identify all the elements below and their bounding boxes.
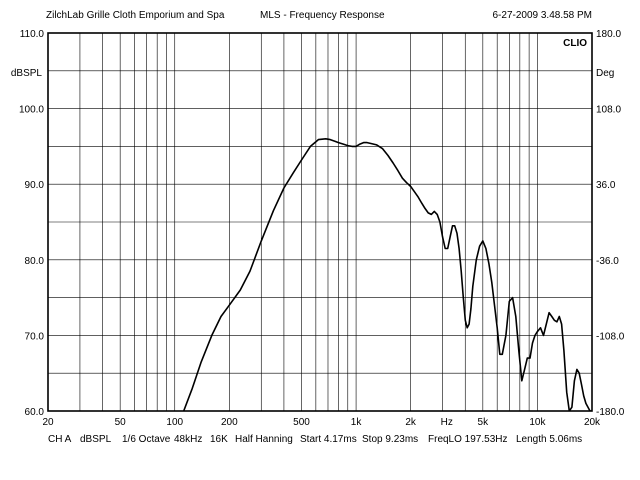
y2-tick-label: 180.0	[596, 29, 621, 40]
footer-fft-size: 16K	[210, 434, 228, 445]
x-tick-label: 20	[42, 417, 54, 428]
footer-channel: CH A	[48, 434, 72, 445]
footer-length: Length 5.06ms	[516, 434, 583, 445]
footer-window: Half Hanning	[235, 434, 293, 445]
y2-tick-label: -180.0	[596, 407, 625, 418]
y-tick-label: 70.0	[25, 331, 45, 342]
x-tick-label: 2k	[405, 417, 417, 428]
series-line	[182, 138, 592, 411]
footer-start: Start 4.17ms	[300, 434, 357, 445]
y-tick-label: 80.0	[25, 256, 45, 267]
x-tick-label: 1k	[351, 417, 363, 428]
x-tick-label: 5k	[478, 417, 490, 428]
y-tick-label: 90.0	[25, 180, 45, 191]
brand-label: CLIO	[563, 38, 587, 49]
footer-smoothing: 1/6 Octave	[122, 434, 171, 445]
x-tick-label: 200	[221, 417, 238, 428]
y2-tick-label: -36.0	[596, 256, 619, 267]
brand-label-bg	[556, 36, 590, 48]
y2-tick-label: 108.0	[596, 105, 621, 116]
footer-sample-rate: 48kHz	[174, 434, 203, 445]
chart-title: MLS - Frequency Response	[260, 10, 385, 21]
x-tick-label: 500	[293, 417, 310, 428]
footer-freqlo: FreqLO 197.53Hz	[428, 434, 508, 445]
y2-tick-label: -108.0	[596, 331, 625, 342]
y2-tick-label: 36.0	[596, 180, 616, 191]
x-axis-unit-label: Hz	[441, 417, 453, 428]
x-tick-label: 50	[115, 417, 127, 428]
plot-frame	[47, 32, 593, 412]
x-tick-label: 100	[166, 417, 183, 428]
y-tick-label: 60.0	[25, 407, 45, 418]
header-title: ZilchLab Grille Cloth Emporium and Spa	[46, 10, 225, 21]
footer-stop: Stop 9.23ms	[362, 434, 419, 445]
header-timestamp: 6-27-2009 3.48.58 PM	[492, 10, 592, 21]
y2-axis-label: Deg	[596, 68, 614, 79]
x-tick-label: 10k	[529, 417, 546, 428]
y-tick-label: 110.0	[20, 29, 45, 40]
y-axis-label: dBSPL	[11, 68, 43, 79]
footer-units: dBSPL	[80, 434, 112, 445]
x-tick-label: 20k	[584, 417, 601, 428]
y-tick-label: 100.0	[19, 105, 44, 116]
